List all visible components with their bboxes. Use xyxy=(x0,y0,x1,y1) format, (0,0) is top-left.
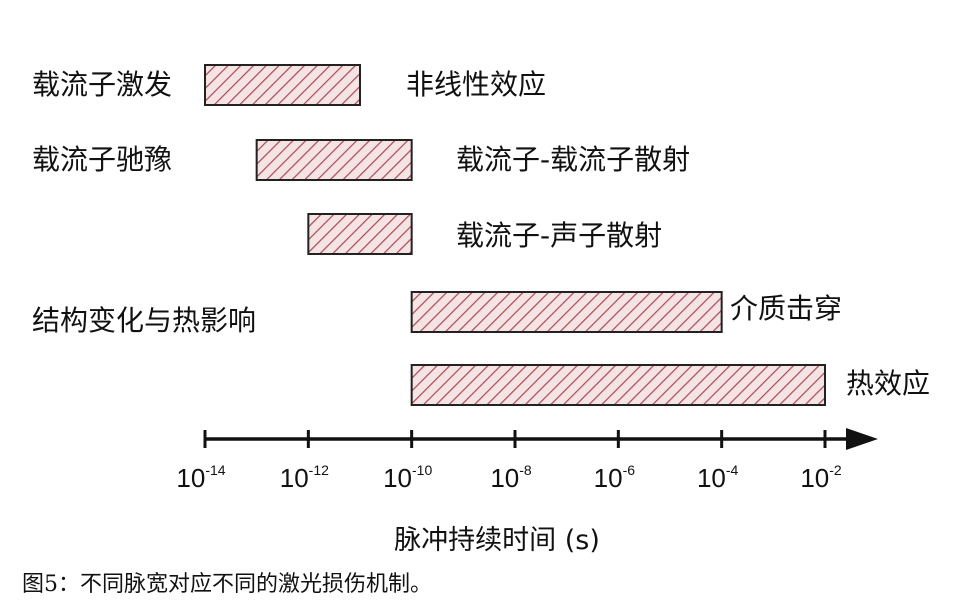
x-tick-label: 10-6 xyxy=(594,462,636,493)
x-tick-label: 10-12 xyxy=(280,462,329,493)
bar-label-carrier-phonon-scattering: 载流子-声子散射 xyxy=(456,219,662,252)
bar-label-thermal-effect: 热效应 xyxy=(846,367,930,400)
bar-dielectric-breakdown xyxy=(410,291,723,333)
x-tick-label: 10-10 xyxy=(383,462,432,493)
x-tick-label: 10-14 xyxy=(176,462,225,493)
x-axis-arrow-icon xyxy=(846,428,878,450)
bar-label-dielectric-breakdown: 介质击穿 xyxy=(730,292,842,325)
group-label-structural-thermal: 结构变化与热影响 xyxy=(32,304,256,337)
x-tick-label: 10-8 xyxy=(490,462,532,493)
bar-nonlinear-effect xyxy=(204,64,361,106)
bar-label-nonlinear-effect: 非线性效应 xyxy=(406,68,546,101)
bar-label-carrier-carrier-scattering: 载流子-载流子散射 xyxy=(456,143,690,176)
bar-thermal-effect xyxy=(410,364,826,406)
bar-carrier-carrier-scattering xyxy=(255,139,413,181)
group-label-carrier-relaxation: 载流子驰豫 xyxy=(32,143,172,176)
x-tick-label: 10-4 xyxy=(697,462,739,493)
x-tick-label: 10-2 xyxy=(800,462,842,493)
figure-caption: 图5：不同脉宽对应不同的激光损伤机制。 xyxy=(22,572,432,597)
bar-carrier-phonon-scattering xyxy=(307,213,413,255)
group-label-carrier-excitation: 载流子激发 xyxy=(32,68,172,101)
x-axis-title: 脉冲持续时间 (s) xyxy=(394,525,600,556)
